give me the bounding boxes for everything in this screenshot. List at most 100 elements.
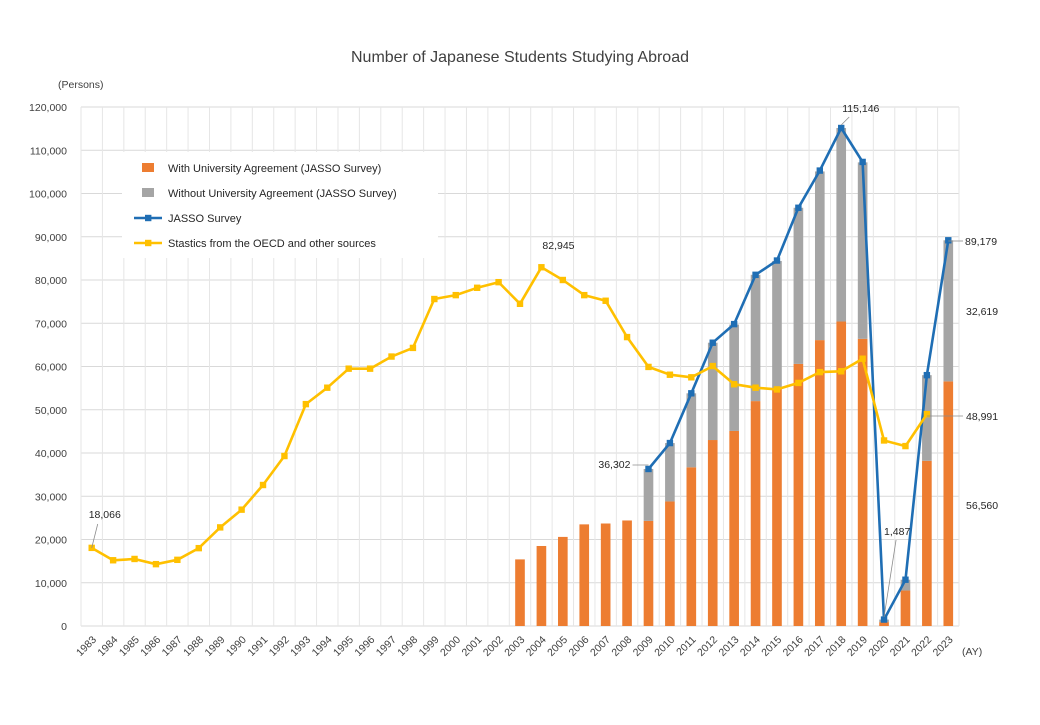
line-marker [216,524,224,531]
line-marker [709,362,716,370]
line-marker [388,353,395,360]
x-tick-label: 1996 [352,634,377,659]
y-tick-label: 100,000 [29,189,67,201]
bar-segment [879,622,889,626]
bar-segment [729,430,739,626]
x-tick-label: 1985 [117,634,142,659]
legend-marker [145,239,152,247]
line-marker [645,465,652,473]
legend-label: With University Agreement (JASSO Survey) [168,163,381,175]
line-marker [773,386,781,393]
x-tick-label: 2010 [652,634,677,659]
legend-swatch [142,163,154,172]
x-tick-label: 1987 [160,634,185,659]
bar-segment [772,388,782,626]
annotation-leader [883,539,897,618]
bar-segment [665,501,675,626]
x-tick-label: 1998 [395,634,420,659]
bar-segment [900,590,911,626]
line-marker [259,481,267,489]
line-marker [645,363,652,371]
bar-segment [579,524,590,626]
x-tick-label: 2005 [545,634,570,659]
bar-segment [836,321,847,626]
annotation-leader [91,523,99,548]
line-marker [109,557,117,564]
x-tick-label: 2007 [588,634,613,659]
x-tick-label: 2012 [695,634,720,659]
x-tick-label: 2011 [674,634,699,659]
line-marker [902,576,909,583]
x-tick-label: 2018 [824,634,849,659]
bar-segment [814,171,825,341]
x-tick-label: 2003 [502,634,527,659]
line-marker [709,339,716,346]
data-label: 89,179 [965,236,997,248]
legend-label: JASSO Survey [168,213,242,225]
bar-segment [707,342,718,441]
x-tick-label: 2017 [802,634,827,659]
bar-segment [814,340,825,626]
line-marker [816,167,824,174]
bar-segment [943,240,954,382]
x-tick-label: 1997 [374,634,399,659]
line-marker [431,295,438,303]
data-label: 82,945 [542,240,574,252]
line-marker [152,560,160,568]
bar-segment [643,468,654,521]
x-tick-label: 2022 [909,634,934,659]
line-marker [838,368,845,375]
line-marker [816,368,824,376]
x-tick-label: 1999 [417,634,442,659]
bar-segment [686,467,697,626]
line-marker [859,355,866,362]
x-tick-label: 1990 [224,634,249,659]
line-layer [88,124,952,623]
bar-segment [750,274,761,402]
line-marker [795,204,802,211]
x-tick-label: 2009 [631,634,656,659]
x-tick-label: 2013 [716,634,741,659]
legend-marker [145,214,152,222]
x-tick-label: 2019 [845,634,870,659]
line-marker [666,439,674,447]
line-marker [880,616,888,623]
x-tick-label: 2004 [524,634,549,659]
line-marker [538,264,545,271]
data-label: 1,487 [884,526,910,538]
line-marker [345,365,352,372]
bar-segment [836,127,847,322]
x-tick-label: 1984 [95,634,120,659]
bar-segment [536,545,547,626]
x-axis-label: (AY) [962,646,982,658]
data-label: 32,619 [966,306,998,318]
x-tick-label: 1989 [203,634,228,659]
bar-segment [622,520,632,626]
x-tick-label: 1995 [331,634,356,659]
bar-segment [943,381,954,626]
line-marker [902,442,909,450]
line-marker [623,333,631,341]
line-marker [366,365,374,372]
chart-title: Number of Japanese Students Studying Abr… [351,49,689,66]
x-tick-label: 1986 [138,634,163,659]
x-tick-label: 2014 [738,634,763,659]
bar-segment [515,559,525,626]
line-marker [473,284,481,291]
line-marker [795,379,802,387]
line-marker [195,544,202,552]
bar-segment [665,443,675,502]
data-label: 56,560 [966,500,998,512]
line-marker [581,291,588,299]
line-marker [923,410,931,418]
bar-segment [558,536,568,626]
line-marker [281,452,288,460]
line-marker [452,291,459,299]
annotation-leader [840,116,850,126]
y-tick-label: 50,000 [35,405,67,417]
x-tick-label: 1983 [74,634,99,659]
line-marker [174,556,181,564]
line-marker [859,158,866,166]
bar-segment [750,401,761,626]
